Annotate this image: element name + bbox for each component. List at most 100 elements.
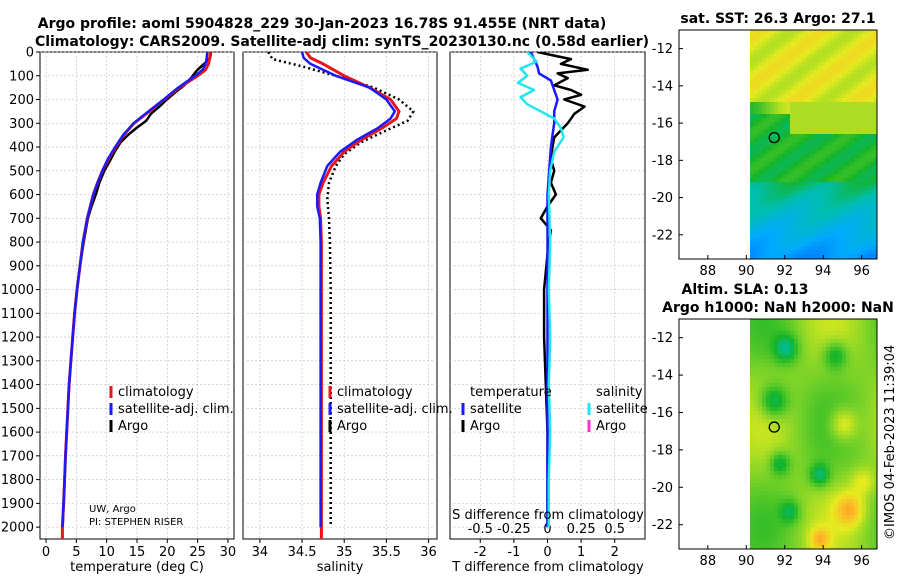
map-cell bbox=[774, 190, 779, 195]
map-cell bbox=[830, 323, 835, 328]
map-cell bbox=[810, 46, 815, 51]
map-cell bbox=[750, 447, 755, 452]
map-cell bbox=[802, 459, 807, 464]
map-cell bbox=[818, 491, 823, 496]
map-cell bbox=[798, 387, 803, 392]
map-cell bbox=[826, 38, 831, 43]
x-tick-label: -1 bbox=[507, 545, 520, 560]
map-cell bbox=[830, 30, 835, 35]
map-cell bbox=[814, 527, 819, 532]
map-cell bbox=[774, 395, 779, 400]
map-cell bbox=[758, 499, 763, 504]
map-cell bbox=[758, 198, 763, 203]
map-cell bbox=[826, 343, 831, 348]
map-cell bbox=[790, 511, 795, 516]
map-cell bbox=[810, 511, 815, 516]
map-cell bbox=[762, 234, 767, 239]
map-cell bbox=[822, 182, 827, 187]
map-cell bbox=[846, 234, 851, 239]
map-cell bbox=[782, 46, 787, 51]
map-cell bbox=[846, 210, 851, 215]
map-cell bbox=[810, 471, 815, 476]
depth-tick-label: 900 bbox=[9, 259, 34, 274]
map-cell bbox=[786, 162, 791, 167]
map-cell bbox=[854, 222, 859, 227]
map-cell bbox=[834, 42, 839, 47]
map-cell bbox=[858, 234, 863, 239]
map-cell bbox=[750, 427, 755, 432]
map-cell bbox=[854, 46, 859, 51]
map-cell bbox=[786, 335, 791, 340]
map-cell bbox=[790, 78, 795, 83]
map-cell bbox=[818, 423, 823, 428]
map-cell bbox=[750, 539, 755, 544]
map-cell bbox=[862, 206, 867, 211]
map-cell bbox=[874, 146, 877, 151]
map-cell bbox=[802, 519, 807, 524]
map-cell bbox=[754, 483, 759, 488]
map-cell bbox=[870, 30, 875, 35]
map-cell bbox=[794, 439, 799, 444]
map-cell bbox=[850, 198, 855, 203]
map-cell bbox=[774, 250, 779, 255]
map-cell bbox=[806, 331, 811, 336]
map-cell bbox=[790, 98, 795, 103]
map-cell bbox=[770, 182, 775, 187]
map-cell bbox=[842, 515, 847, 520]
map-cell bbox=[850, 459, 855, 464]
map-cell bbox=[750, 415, 755, 420]
map-cell bbox=[762, 210, 767, 215]
map-cell bbox=[786, 471, 791, 476]
map-cell bbox=[858, 246, 863, 251]
map-cell bbox=[802, 403, 807, 408]
map-cell bbox=[814, 54, 819, 59]
map-cell bbox=[858, 254, 863, 259]
map-cell bbox=[794, 463, 799, 468]
map-cell bbox=[806, 62, 811, 67]
secondary-x-tick-label: 0 bbox=[543, 522, 551, 537]
map-cell bbox=[870, 138, 875, 143]
map-cell bbox=[822, 467, 827, 472]
map-cell bbox=[790, 419, 795, 424]
map-cell bbox=[862, 226, 867, 231]
map-cell bbox=[786, 543, 791, 548]
map-cell bbox=[766, 42, 771, 47]
map-cell bbox=[826, 483, 831, 488]
map-cell bbox=[850, 254, 855, 259]
map-cell bbox=[774, 106, 779, 111]
map-cell bbox=[786, 54, 791, 59]
map-cell bbox=[774, 443, 779, 448]
map-cell bbox=[782, 74, 787, 79]
map-cell bbox=[778, 122, 783, 127]
map-y-tick-label: -12 bbox=[652, 42, 673, 57]
map-cell bbox=[750, 126, 755, 131]
map-cell bbox=[842, 34, 847, 39]
map-cell bbox=[786, 94, 791, 99]
legend-label-satellite-adj: satellite-adj. clim. bbox=[337, 402, 453, 417]
map-cell bbox=[806, 391, 811, 396]
map-cell bbox=[862, 423, 867, 428]
map-cell bbox=[858, 194, 863, 199]
map-cell bbox=[794, 214, 799, 219]
map-cell bbox=[770, 158, 775, 163]
map-cell bbox=[750, 170, 755, 175]
map-cell bbox=[782, 150, 787, 155]
map-cell bbox=[770, 114, 775, 119]
map-cell bbox=[830, 363, 835, 368]
map-cell bbox=[858, 475, 863, 480]
map-cell bbox=[778, 435, 783, 440]
map-cell bbox=[854, 234, 859, 239]
map-cell bbox=[798, 98, 803, 103]
map-cell bbox=[786, 210, 791, 215]
map-cell bbox=[814, 487, 819, 492]
map-cell bbox=[850, 411, 855, 416]
map-cell bbox=[814, 130, 819, 135]
map-cell bbox=[814, 375, 819, 380]
map-cell bbox=[770, 331, 775, 336]
map-cell bbox=[782, 351, 787, 356]
map-cell bbox=[782, 355, 787, 360]
map-cell bbox=[858, 178, 863, 183]
map-cell bbox=[874, 58, 877, 63]
map-cell bbox=[846, 319, 851, 324]
map-cell bbox=[790, 515, 795, 520]
